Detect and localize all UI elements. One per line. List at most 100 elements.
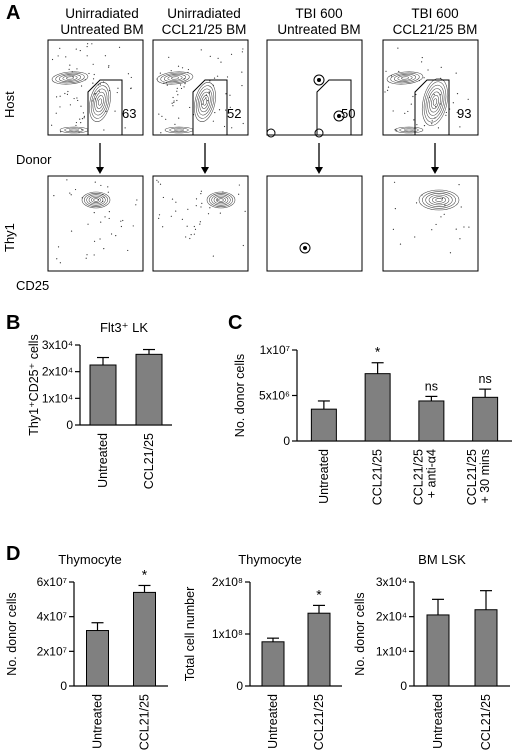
facs-gate: [192, 79, 228, 135]
facs-event-dot: [200, 206, 202, 208]
y-tick-label: 0: [283, 434, 290, 448]
facs-event-dot: [440, 216, 442, 218]
facs-event-dot: [132, 225, 134, 227]
facs-event-dot: [170, 215, 172, 217]
facs-contour-ring: [195, 85, 215, 119]
facs-event-dot: [396, 129, 398, 131]
facs-contour-ring: [428, 194, 450, 206]
facs-contour-ring: [390, 72, 420, 84]
facs-event-dot: [435, 106, 437, 108]
facs-event-dot: [51, 58, 54, 61]
y-tick-label: 1x10⁸: [212, 627, 243, 641]
facs-event-dot: [68, 68, 70, 71]
facs-contour-ring: [93, 198, 99, 202]
facs-plots: 63 52 50 93: [47, 39, 479, 272]
facs-plot-frame-top: [382, 39, 479, 136]
facs-event-dot: [390, 75, 393, 77]
facs-event-dot: [81, 197, 83, 199]
facs-event-dot: [230, 53, 233, 55]
facs-event-dot: [201, 103, 203, 105]
facs-event-dot: [115, 235, 117, 237]
facs-arrow-head: [201, 167, 209, 174]
chart-title: Thymocyte: [238, 552, 302, 567]
facs-event-dot: [103, 129, 105, 131]
facs-event-dot: [463, 226, 465, 228]
facs-event-dot: [71, 71, 73, 73]
facs-event-dot: [437, 127, 440, 129]
facs-event-dot: [80, 105, 82, 107]
facs-event-dot: [70, 230, 73, 232]
facs-event-dot: [86, 45, 88, 48]
facs-event-dot: [179, 84, 182, 86]
facs-event-dot: [175, 210, 177, 212]
facs-contour-ring: [90, 85, 110, 119]
facs-event-dot: [185, 236, 187, 238]
facs-event-dot: [394, 129, 396, 131]
facs-event-dot: [86, 254, 88, 256]
facs-gate-percent: 52: [227, 106, 241, 121]
y-tick-label: 1x10⁴: [376, 644, 407, 658]
facs-event-dot: [158, 217, 160, 219]
facs-event-dot: [93, 240, 96, 242]
facs-event-dot: [459, 126, 461, 128]
facs-event-dot: [91, 43, 93, 45]
facs-plot-frame-bottom: [47, 175, 144, 272]
facs-event-dot: [410, 103, 412, 105]
facs-event-dot: [435, 223, 437, 226]
facs-event-dot: [102, 193, 104, 196]
facs-event-dot: [238, 184, 240, 186]
facs-contour-ring: [425, 84, 445, 120]
y-axis-label: No. donor cells: [5, 592, 19, 675]
facs-plot-frame-top: [266, 39, 363, 136]
facs-event-dot: [241, 71, 243, 73]
facs-event-dot: [83, 117, 85, 119]
facs-event-dot: [407, 110, 409, 113]
facs-event-dot: [87, 223, 89, 225]
facs-event-dot: [385, 70, 387, 72]
facs-event-dot: [159, 72, 161, 74]
facs-event-dot: [459, 238, 461, 240]
facs-event-dot: [105, 110, 107, 112]
facs-event-dot: [170, 70, 172, 72]
facs-event-dot: [413, 119, 415, 121]
facs-event-dot: [78, 132, 80, 134]
facs-event-dot: [225, 93, 227, 95]
facs-event-dot: [186, 225, 188, 227]
facs-event-dot: [108, 211, 110, 213]
facs-event-dot: [77, 99, 79, 102]
facs-gate-percent: 50: [341, 106, 355, 121]
facs-event-dot: [161, 115, 163, 117]
facs-event-dot: [384, 91, 386, 93]
facs-single-event: [333, 110, 345, 122]
facs-contour-ring: [199, 91, 211, 113]
facs-event-dot: [76, 97, 78, 99]
facs-gate-percent: 63: [122, 106, 136, 121]
facs-contour-ring: [422, 191, 456, 209]
x-tick-label: CCL21/25: [479, 694, 493, 750]
facs-gate: [316, 79, 352, 135]
facs-event-dot: [104, 55, 107, 57]
bar: [364, 373, 391, 442]
facs-contour-ring: [51, 71, 89, 85]
facs-event-dot: [460, 206, 462, 208]
facs-contour-ring: [399, 127, 419, 133]
facs-event-dot: [127, 73, 130, 75]
facs-event-dot: [455, 72, 457, 74]
facs-event-dot: [172, 96, 174, 99]
facs-event-dot: [70, 194, 72, 196]
bar: [474, 609, 498, 687]
bar: [261, 641, 285, 687]
facs-event-dot: [84, 79, 86, 81]
y-tick-label: 5x10⁶: [259, 389, 290, 403]
facs-event-dot: [195, 198, 198, 200]
facs-event-dot: [443, 213, 445, 215]
bar: [418, 400, 445, 442]
panel-label-d: D: [6, 543, 21, 565]
facs-event-dot: [93, 73, 95, 76]
facs-single-event: [337, 114, 341, 118]
facs-contour-ring: [92, 88, 108, 116]
bar-chart-d3: BM LSK 0 1x10⁴ 2x10⁴ 3x10⁴ No. donor cells Unt…: [353, 552, 510, 750]
facs-event-dot: [225, 109, 227, 111]
x-tick-label: CCL21/25: [312, 694, 326, 750]
facs-plot-frame-bottom: [266, 175, 363, 272]
